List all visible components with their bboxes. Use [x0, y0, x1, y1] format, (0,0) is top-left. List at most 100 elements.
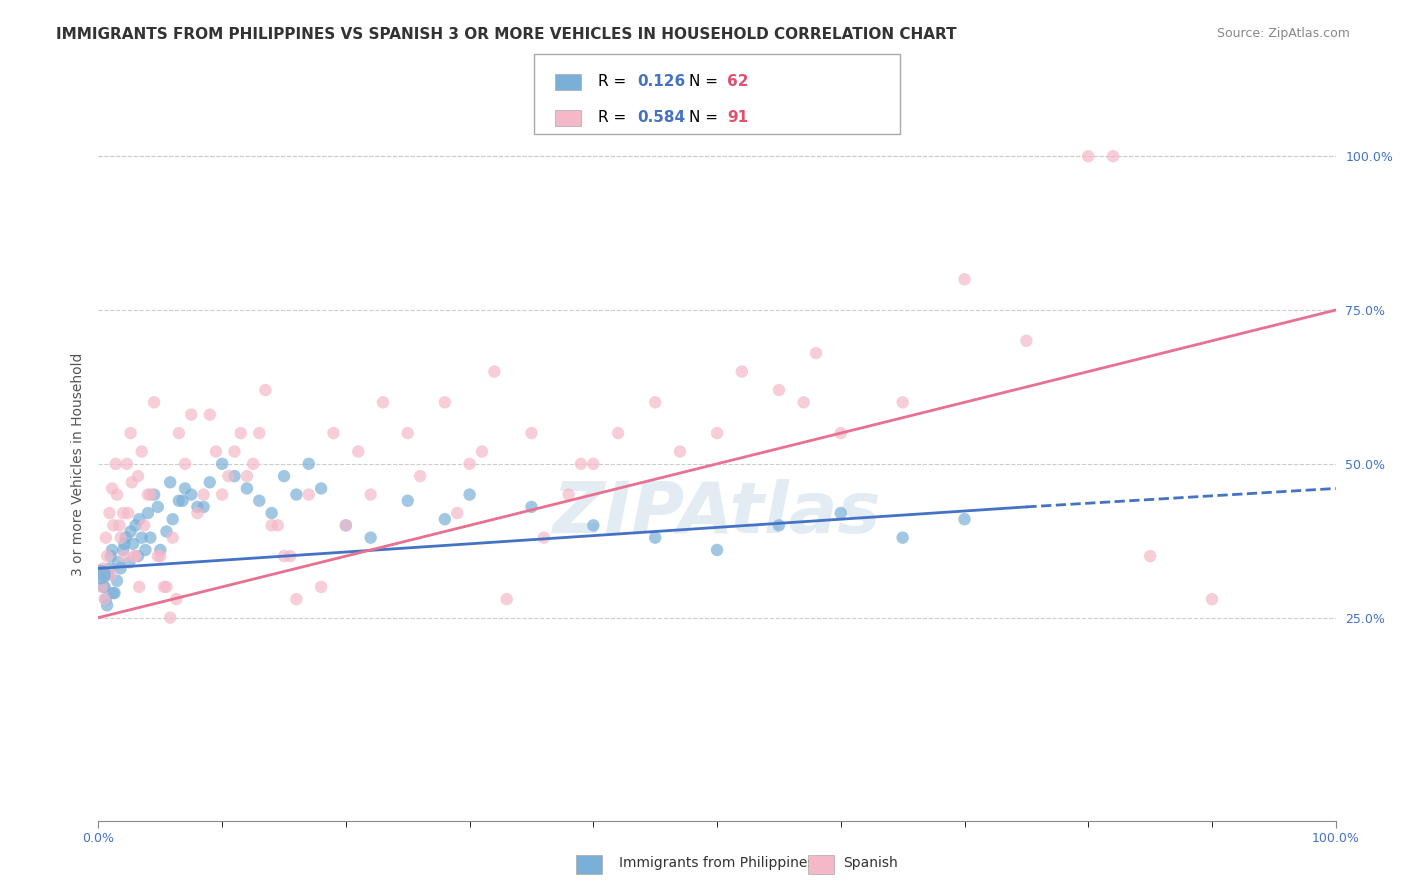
- Point: [139, 531, 162, 545]
- Point: [91, 580, 114, 594]
- Point: [121, 475, 143, 490]
- Text: 62: 62: [727, 74, 748, 89]
- Point: [101, 482, 124, 496]
- Point: [520, 426, 543, 441]
- Point: [953, 512, 976, 526]
- Point: [260, 506, 283, 520]
- Point: [180, 408, 202, 422]
- Point: [146, 500, 169, 514]
- Point: [127, 549, 149, 563]
- Point: [471, 444, 494, 458]
- Point: [174, 482, 197, 496]
- Point: [105, 487, 128, 501]
- Point: [1201, 592, 1223, 607]
- Point: [114, 531, 136, 545]
- Point: [124, 549, 146, 563]
- Point: [495, 592, 517, 607]
- Point: [180, 487, 202, 501]
- Point: [105, 574, 128, 588]
- Point: [103, 586, 125, 600]
- Point: [520, 500, 543, 514]
- Point: [582, 518, 605, 533]
- Point: [101, 543, 124, 558]
- Point: [159, 475, 181, 490]
- Point: [247, 493, 270, 508]
- Point: [1139, 549, 1161, 563]
- Point: [96, 549, 118, 563]
- Point: [433, 512, 456, 526]
- Point: [100, 549, 122, 563]
- Point: [124, 549, 146, 563]
- Point: [607, 426, 630, 441]
- Point: [120, 524, 142, 539]
- Point: [409, 469, 432, 483]
- Text: 0.584: 0.584: [637, 111, 685, 125]
- Point: [131, 531, 153, 545]
- Text: Source: ZipAtlas.com: Source: ZipAtlas.com: [1216, 27, 1350, 40]
- Point: [127, 469, 149, 483]
- Point: [260, 518, 283, 533]
- Text: N =: N =: [689, 111, 723, 125]
- Point: [93, 580, 115, 594]
- Point: [458, 487, 481, 501]
- Point: [149, 549, 172, 563]
- Point: [484, 365, 506, 379]
- Point: [103, 518, 125, 533]
- Point: [155, 580, 177, 594]
- Point: [247, 426, 270, 441]
- Text: ZIPAtlas: ZIPAtlas: [553, 478, 882, 548]
- Point: [128, 580, 150, 594]
- Point: [335, 518, 357, 533]
- Point: [128, 512, 150, 526]
- Point: [254, 383, 277, 397]
- Point: [104, 457, 127, 471]
- Point: [285, 487, 308, 501]
- Point: [309, 580, 332, 594]
- Point: [1102, 149, 1125, 163]
- Point: [112, 543, 135, 558]
- Point: [347, 444, 370, 458]
- Point: [322, 426, 344, 441]
- Point: [172, 493, 194, 508]
- Point: [118, 555, 141, 569]
- Point: [143, 487, 166, 501]
- Point: [569, 457, 592, 471]
- Point: [229, 426, 252, 441]
- Point: [309, 482, 332, 496]
- Point: [159, 610, 181, 624]
- Point: [134, 543, 156, 558]
- Point: [360, 487, 382, 501]
- Point: [1077, 149, 1099, 163]
- Point: [804, 346, 827, 360]
- Point: [706, 426, 728, 441]
- Point: [278, 549, 301, 563]
- Point: [94, 531, 117, 545]
- Point: [768, 518, 790, 533]
- Point: [98, 506, 121, 520]
- Point: [891, 531, 914, 545]
- Point: [731, 365, 754, 379]
- Point: [669, 444, 692, 458]
- Point: [91, 567, 114, 582]
- Point: [110, 531, 132, 545]
- Text: Spanish: Spanish: [844, 856, 898, 871]
- Point: [273, 469, 295, 483]
- Point: [97, 567, 120, 582]
- Point: [93, 580, 115, 594]
- Point: [198, 475, 221, 490]
- Point: [891, 395, 914, 409]
- Point: [122, 537, 145, 551]
- Point: [557, 487, 579, 501]
- Point: [830, 506, 852, 520]
- Point: [186, 506, 208, 520]
- Point: [242, 457, 264, 471]
- Point: [115, 457, 138, 471]
- Point: [155, 524, 177, 539]
- Point: [112, 537, 135, 551]
- Point: [371, 395, 394, 409]
- Point: [396, 426, 419, 441]
- Point: [93, 561, 115, 575]
- Point: [458, 457, 481, 471]
- Point: [167, 426, 190, 441]
- Point: [298, 457, 321, 471]
